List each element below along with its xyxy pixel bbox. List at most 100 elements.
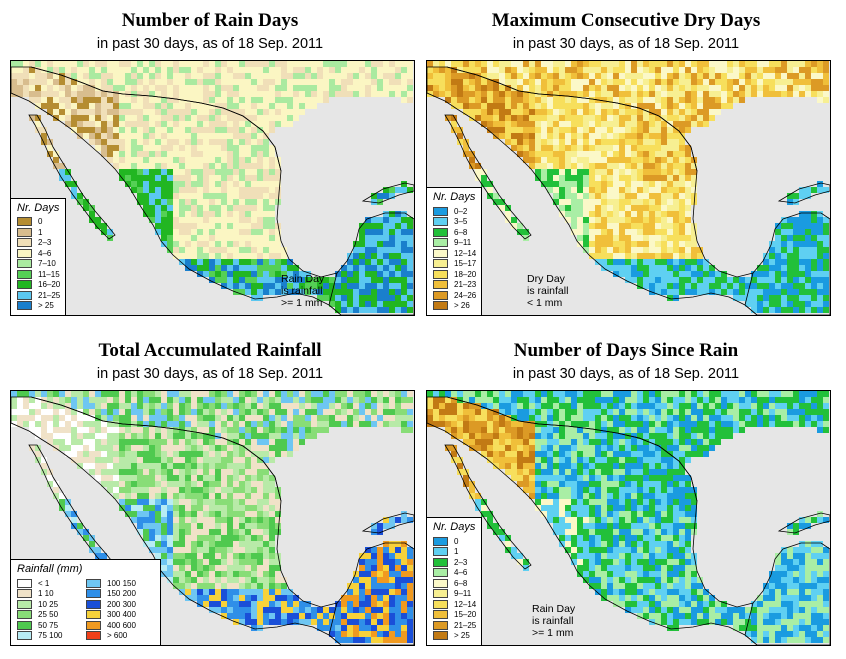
legend-swatch <box>433 620 448 630</box>
panel-rain-days: Number of Rain Days in past 30 days, as … <box>0 0 420 329</box>
legend-label: > 26 <box>454 301 470 311</box>
legend-entry: 18–20 <box>433 269 476 280</box>
legend-entry: 100 150 <box>86 578 149 589</box>
legend-swatch <box>433 227 448 237</box>
legend-entry: 0 <box>17 217 60 228</box>
legend-label: 9–11 <box>454 589 472 599</box>
legend-swatch <box>433 557 448 567</box>
legend-entry: 9–11 <box>433 589 476 600</box>
legend-label: 4–6 <box>38 248 52 258</box>
legend-swatch <box>17 599 32 609</box>
map-dry-days: Dry Day is rainfall < 1 mm Nr. Days 0–2 3… <box>426 60 831 316</box>
legend-label: 1 <box>38 227 43 237</box>
panel-days-since-rain: Number of Days Since Rain in past 30 day… <box>416 330 836 659</box>
legend-label: 6–8 <box>454 227 468 237</box>
legend-swatch <box>433 290 448 300</box>
legend-label: > 25 <box>38 301 54 311</box>
panel-title: Number of Rain Days <box>121 10 299 31</box>
legend-title: Rainfall (mm) <box>17 563 83 575</box>
legend-label: 21–25 <box>38 290 61 300</box>
legend-title: Nr. Days <box>433 521 476 533</box>
legend: Nr. Days 0 1 2–3 4–6 7–10 11–15 16–20 21–25 > 25 <box>11 197 67 315</box>
legend-label: 6–8 <box>454 578 468 588</box>
legend-label: 21–25 <box>454 620 477 630</box>
legend-swatch <box>433 599 448 609</box>
legend-entry: 9–11 <box>433 238 476 249</box>
legend: Nr. Days 0 1 2–3 4–6 6–8 9–11 12–14 15–20 21–25 >… <box>427 517 483 645</box>
legend-entry: < 1 <box>17 578 80 589</box>
legend-entry: 75 100 <box>17 631 80 642</box>
precip-grid <box>11 61 413 313</box>
legend-label: 12–14 <box>454 248 477 258</box>
legend-swatch <box>17 578 32 588</box>
legend-swatch <box>17 631 32 641</box>
legend-swatch <box>17 589 32 599</box>
legend-label: 24–26 <box>454 290 477 300</box>
note-line: Rain Day <box>532 603 576 615</box>
definition-note: Dry Day is rainfall < 1 mm <box>527 273 568 309</box>
legend-entry: > 600 <box>86 631 149 642</box>
legend-swatch <box>17 290 32 300</box>
legend-entry: 0–2 <box>433 206 476 217</box>
legend-entry: 2–3 <box>433 557 476 568</box>
legend-items: 0–2 3–5 6–8 9–11 12–14 15–17 18–20 21–23 24–26 > … <box>433 206 476 311</box>
definition-note: Rain Day is rainfall >= 1 mm <box>281 273 324 309</box>
legend-entry: 300 400 <box>86 610 149 621</box>
note-line: >= 1 mm <box>281 297 323 309</box>
panel-subtitle: in past 30 days, as of 18 Sep. 2011 <box>96 366 324 382</box>
legend-label: 15–17 <box>454 259 477 269</box>
legend-label: 400 600 <box>107 620 136 630</box>
panel-subtitle: in past 30 days, as of 18 Sep. 2011 <box>512 366 740 382</box>
legend-swatch <box>86 599 101 609</box>
legend-entry: 12–14 <box>433 248 476 259</box>
legend-label: 18–20 <box>454 269 477 279</box>
legend-swatch <box>433 536 448 546</box>
legend-label: > 600 <box>107 631 128 641</box>
map-canvas <box>427 391 830 645</box>
legend-entry: > 25 <box>433 631 476 642</box>
note-line: is rainfall <box>281 285 323 297</box>
legend-label: 11–15 <box>38 269 60 279</box>
precip-grid <box>427 61 829 313</box>
legend-label: 1 <box>454 547 459 557</box>
legend-entry: 10 25 <box>17 599 80 610</box>
legend-entry: 200 300 <box>86 599 149 610</box>
legend-entry: 1 10 <box>17 589 80 600</box>
legend-entry: 24–26 <box>433 290 476 301</box>
panel-total-rainfall: Total Accumulated Rainfall in past 30 da… <box>0 330 420 659</box>
legend-label: 7–10 <box>38 259 56 269</box>
legend-swatch <box>86 578 101 588</box>
legend-label: 12–14 <box>454 599 477 609</box>
legend-label: 1 10 <box>38 589 54 599</box>
legend-entry: 150 200 <box>86 589 149 600</box>
legend-swatch <box>433 238 448 248</box>
legend-entry: 1 <box>433 547 476 558</box>
panel-title: Number of Days Since Rain <box>513 340 739 361</box>
legend-label: < 1 <box>38 578 50 588</box>
legend-entry: 2–3 <box>17 238 60 249</box>
legend-entry: 7–10 <box>17 259 60 270</box>
legend-swatch <box>17 248 32 258</box>
legend-swatch <box>433 217 448 227</box>
legend-label: 0 <box>454 536 459 546</box>
legend-swatch <box>17 217 32 227</box>
note-line: is rainfall <box>527 285 569 297</box>
precip-grid <box>11 391 413 643</box>
legend-label: 100 150 <box>107 578 136 588</box>
legend-label: 200 300 <box>107 599 136 609</box>
panel-subtitle: in past 30 days, as of 18 Sep. 2011 <box>96 36 324 52</box>
legend-entry: 21–25 <box>433 620 476 631</box>
panel-title: Total Accumulated Rainfall <box>98 340 322 361</box>
legend-swatch <box>433 547 448 557</box>
legend: Nr. Days 0–2 3–5 6–8 9–11 12–14 15–17 18–20 21–… <box>427 187 483 315</box>
legend-swatch <box>86 631 101 641</box>
legend-label: 300 400 <box>107 610 136 620</box>
legend-label: 10 25 <box>38 599 59 609</box>
panel-title: Maximum Consecutive Dry Days <box>491 10 761 31</box>
legend-swatch <box>86 620 101 630</box>
note-line: >= 1 mm <box>532 627 574 639</box>
